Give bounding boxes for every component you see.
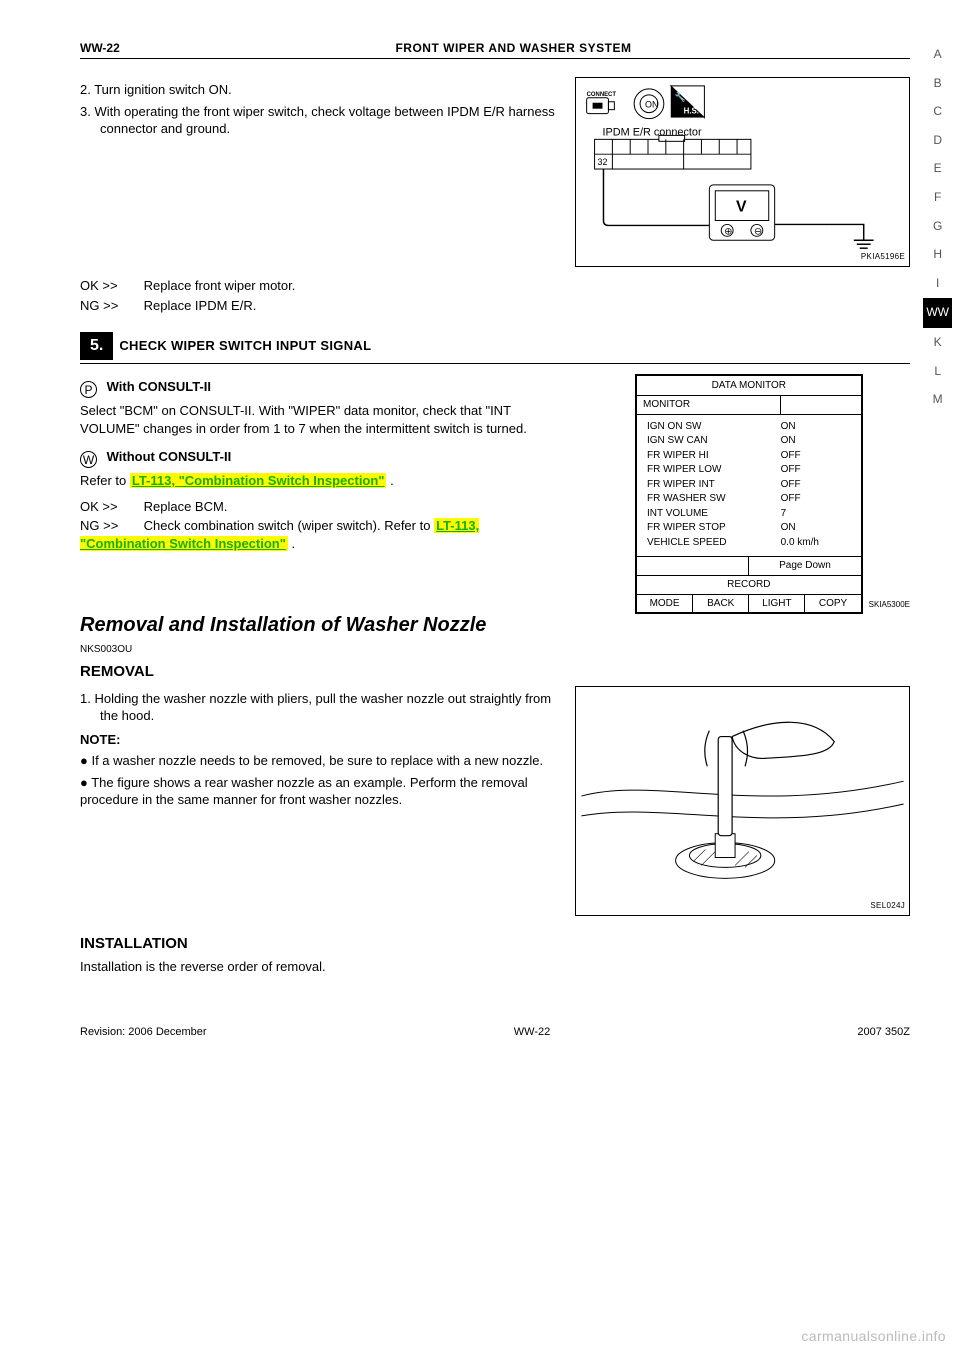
dm-pagedown[interactable]: Page Down bbox=[749, 557, 860, 575]
side-tab-index: A B C D E F G H I WW K L M bbox=[923, 40, 952, 415]
with-consult-icon: P bbox=[80, 381, 97, 398]
tab-c: C bbox=[923, 98, 952, 126]
header-blank bbox=[907, 40, 910, 56]
check5-number: 5. bbox=[80, 332, 113, 360]
tab-h: H bbox=[923, 241, 952, 269]
tab-d: D bbox=[923, 127, 952, 155]
figure-data-monitor: DATA MONITOR MONITOR IGN ON SWON IGN SW … bbox=[575, 374, 910, 574]
tab-i: I bbox=[923, 270, 952, 298]
check5-header: 5. CHECK WIPER SWITCH INPUT SIGNAL bbox=[80, 332, 910, 364]
fig3-id: SEL024J bbox=[870, 901, 905, 912]
step-check-voltage: 3. With operating the front wiper switch… bbox=[80, 103, 559, 138]
footer-page: WW-22 bbox=[514, 1025, 550, 1040]
removal-step1: 1. Holding the washer nozzle with pliers… bbox=[80, 690, 559, 725]
tab-m: M bbox=[923, 386, 952, 414]
check5-ok-action: Replace BCM. bbox=[144, 499, 228, 514]
fig1-id: PKIA5196E bbox=[861, 252, 905, 263]
figure-washer-nozzle: SEL024J bbox=[575, 686, 910, 916]
removal-subhead: REMOVAL bbox=[80, 662, 910, 682]
ok-label: OK >> bbox=[80, 277, 140, 295]
without-consult-label: Without CONSULT-II bbox=[107, 449, 232, 464]
check5-ok-label: OK >> bbox=[80, 498, 140, 516]
watermark: carmanualsonline.info bbox=[801, 1327, 946, 1346]
ng-label: NG >> bbox=[80, 297, 140, 315]
tab-g: G bbox=[923, 213, 952, 241]
with-consult-body: Select "BCM" on CONSULT-II. With "WIPER"… bbox=[80, 402, 559, 437]
section-title: FRONT WIPER AND WASHER SYSTEM bbox=[395, 40, 631, 56]
svg-text:H.S.: H.S. bbox=[684, 107, 699, 116]
footer-rev: Revision: 2006 December bbox=[80, 1025, 207, 1040]
install-body: Installation is the reverse order of rem… bbox=[80, 958, 910, 976]
tab-e: E bbox=[923, 155, 952, 183]
without-consult-pre: Refer to bbox=[80, 473, 130, 488]
link-lt113-a[interactable]: LT-113, "Combination Switch Inspection" bbox=[130, 473, 387, 488]
tab-f: F bbox=[923, 184, 952, 212]
svg-text:32: 32 bbox=[598, 157, 608, 167]
svg-text:⊖: ⊖ bbox=[754, 227, 762, 238]
without-consult-icon: W bbox=[80, 451, 97, 468]
footer-model: 2007 350Z bbox=[857, 1025, 910, 1040]
nozzle-code: NKS003OU bbox=[80, 643, 910, 657]
dm-btn-light[interactable]: LIGHT bbox=[749, 595, 805, 613]
with-consult-label: With CONSULT-II bbox=[107, 379, 211, 394]
note2: ● The figure shows a rear washer nozzle … bbox=[80, 774, 559, 809]
tab-b: B bbox=[923, 70, 952, 98]
tab-k: K bbox=[923, 329, 952, 357]
check5-ng-pre: Check combination switch (wiper switch).… bbox=[144, 518, 434, 533]
svg-text:V: V bbox=[736, 199, 747, 216]
dm-record[interactable]: RECORD bbox=[637, 576, 861, 595]
svg-text:⊕: ⊕ bbox=[724, 227, 732, 238]
dm-title: DATA MONITOR bbox=[637, 376, 861, 397]
fig2-id: SKIA5300E bbox=[869, 600, 910, 611]
dm-btn-copy[interactable]: COPY bbox=[805, 595, 860, 613]
dm-btn-back[interactable]: BACK bbox=[693, 595, 749, 613]
dm-monitor-label: MONITOR bbox=[637, 396, 781, 414]
page-number: WW-22 bbox=[80, 40, 120, 56]
tab-ww-active: WW bbox=[923, 298, 952, 328]
tab-a: A bbox=[923, 41, 952, 69]
check5-ng-post: . bbox=[292, 536, 296, 551]
check5-title: CHECK WIPER SWITCH INPUT SIGNAL bbox=[119, 337, 371, 355]
install-subhead: INSTALLATION bbox=[80, 934, 910, 954]
svg-text:ON: ON bbox=[645, 100, 658, 110]
svg-text:CONNECT: CONNECT bbox=[587, 92, 617, 98]
svg-text:🔧: 🔧 bbox=[675, 91, 686, 102]
dm-body: IGN ON SWON IGN SW CANON FR WIPER HIOFF … bbox=[637, 415, 861, 558]
ok-action: Replace front wiper motor. bbox=[144, 278, 296, 293]
without-consult-post: . bbox=[390, 473, 394, 488]
page-header: WW-22 FRONT WIPER AND WASHER SYSTEM bbox=[80, 40, 910, 59]
figure-ipdm-voltmeter: CONNECT ON 🔧 H.S. IPDM E/R connector bbox=[575, 77, 910, 267]
dm-monitor-blank bbox=[781, 396, 861, 414]
note-head: NOTE: bbox=[80, 732, 120, 747]
check5-ng-label: NG >> bbox=[80, 517, 140, 535]
fig1-conn-label: IPDM E/R connector bbox=[602, 127, 701, 139]
note1: ● If a washer nozzle needs to be removed… bbox=[80, 752, 559, 770]
ng-action: Replace IPDM E/R. bbox=[144, 298, 257, 313]
step-ign-on: 2. Turn ignition switch ON. bbox=[80, 81, 559, 99]
dm-btn-mode[interactable]: MODE bbox=[637, 595, 693, 613]
nozzle-heading: Removal and Installation of Washer Nozzl… bbox=[80, 612, 910, 639]
tab-l: L bbox=[923, 358, 952, 386]
